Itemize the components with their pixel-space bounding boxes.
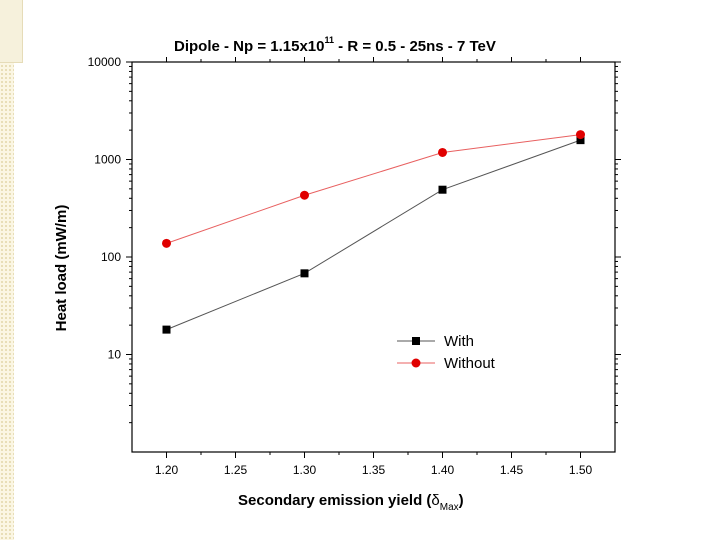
- x-tick-label: 1.45: [500, 463, 524, 477]
- legend-label-with: With: [444, 333, 474, 350]
- y-tick-label: 10: [108, 348, 122, 362]
- slide-tab: [0, 0, 23, 63]
- data-point-with: [300, 269, 309, 278]
- data-point-without: [300, 190, 309, 200]
- legend-marker-without: [411, 358, 421, 368]
- data-point-without: [576, 130, 585, 140]
- x-tick-label: 1.25: [224, 463, 248, 477]
- x-tick-label: 1.50: [569, 463, 593, 477]
- data-point-without: [162, 238, 171, 248]
- x-tick-label: 1.40: [431, 463, 455, 477]
- legend: With Without: [397, 333, 496, 372]
- title-exponent: 11: [324, 35, 334, 45]
- chart-title: Dipole - Np = 1.15x1011 - R = 0.5 - 25ns…: [174, 35, 496, 55]
- legend-label-without: Without: [444, 355, 496, 372]
- y-tick-label: 10000: [88, 55, 122, 69]
- axis-ticks: 1.20 1.25 1.30 1.35 1.40 1.45 1.50 10 100 1000 100…: [88, 55, 621, 477]
- x-tick-label: 1.35: [362, 463, 386, 477]
- x-axis-subscript: Max: [440, 502, 459, 513]
- y-axis-title: Heat load (mW/m): [53, 205, 70, 332]
- data-point-without: [438, 147, 447, 157]
- y-tick-label: 1000: [94, 153, 121, 167]
- x-axis-greek: δ: [431, 492, 439, 509]
- x-axis-title: Secondary emission yield (δMax): [238, 492, 464, 513]
- legend-marker-with: [412, 337, 420, 345]
- data-point-with: [576, 136, 585, 145]
- plot-frame: [131, 61, 616, 453]
- series-layer: [162, 130, 585, 334]
- x-tick-label: 1.20: [155, 463, 179, 477]
- y-tick-label: 100: [101, 250, 121, 264]
- title-suffix: - R = 0.5 - 25ns - 7 TeV: [334, 38, 496, 55]
- series-line-with: [166, 139, 581, 331]
- data-point-with: [162, 325, 171, 334]
- x-tick-label: 1.30: [293, 463, 317, 477]
- series-line-without: [166, 134, 581, 244]
- slide-border: [0, 0, 14, 540]
- data-point-with: [438, 185, 447, 194]
- x-axis-close: ): [459, 492, 464, 509]
